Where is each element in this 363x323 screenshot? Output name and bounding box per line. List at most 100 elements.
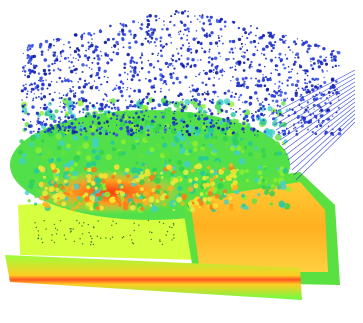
point: [301, 40, 303, 42]
point: [94, 80, 95, 81]
point: [116, 99, 119, 102]
point: [229, 126, 231, 128]
point: [183, 24, 186, 27]
point: [206, 112, 207, 113]
point: [294, 61, 297, 64]
point: [112, 89, 114, 91]
point: [141, 23, 144, 26]
point: [307, 106, 309, 108]
point: [198, 116, 199, 117]
point: [193, 148, 197, 152]
point: [281, 101, 286, 106]
point: [285, 40, 287, 42]
point: [184, 175, 187, 178]
point: [176, 123, 178, 125]
point: [68, 110, 72, 114]
point: [176, 197, 182, 203]
point: [55, 133, 61, 139]
point: [168, 89, 170, 91]
point: [197, 18, 199, 20]
point: [37, 121, 40, 124]
point: [50, 110, 52, 112]
point: [99, 184, 103, 188]
point: [261, 53, 263, 55]
point: [268, 104, 270, 106]
point: [212, 203, 218, 209]
point: [220, 56, 221, 57]
point: [75, 58, 76, 59]
point: [27, 47, 28, 48]
point: [156, 199, 160, 203]
point: [87, 42, 89, 44]
point: [91, 167, 97, 173]
point: [202, 29, 205, 32]
point: [43, 95, 46, 98]
point: [294, 57, 295, 58]
point: [43, 69, 46, 72]
point: [78, 86, 81, 89]
point: [246, 86, 249, 89]
point: [154, 116, 157, 119]
point: [30, 135, 36, 141]
point: [251, 66, 253, 68]
point: [133, 243, 134, 244]
point: [243, 132, 244, 133]
point: [145, 109, 147, 111]
point: [171, 239, 172, 240]
point: [228, 103, 230, 105]
point: [134, 40, 137, 43]
point: [318, 121, 320, 123]
point: [281, 99, 282, 100]
point: [285, 35, 286, 36]
point: [80, 35, 83, 38]
point: [256, 83, 257, 84]
point: [297, 38, 298, 39]
point: [220, 178, 223, 181]
point: [99, 150, 104, 155]
point: [265, 58, 267, 60]
point: [79, 78, 82, 81]
point: [135, 112, 138, 115]
point: [74, 33, 77, 36]
point: [184, 105, 186, 107]
point: [202, 22, 205, 25]
point: [106, 130, 107, 131]
point: [170, 42, 172, 44]
point: [211, 119, 212, 120]
point: [303, 89, 305, 91]
point: [82, 111, 84, 113]
point: [116, 52, 120, 56]
page: (() => { const ns = 'http://www.w3.org/2…: [0, 0, 363, 323]
point: [19, 139, 24, 144]
point: [307, 129, 309, 131]
point: [206, 176, 208, 178]
point: [138, 225, 139, 226]
point: [212, 91, 214, 93]
point: [44, 58, 48, 62]
point: [254, 147, 258, 151]
point: [338, 65, 340, 67]
point: [232, 67, 233, 68]
point: [246, 179, 249, 182]
point: [208, 51, 210, 53]
point: [111, 225, 112, 226]
point: [110, 58, 113, 61]
point: [195, 116, 197, 118]
point: [84, 196, 89, 201]
point: [313, 98, 316, 101]
point: [80, 133, 82, 135]
point: [288, 46, 290, 48]
point: [224, 25, 226, 27]
point: [69, 88, 71, 90]
point: [34, 222, 35, 223]
point: [67, 116, 70, 119]
point: [241, 127, 244, 130]
point: [217, 96, 218, 97]
point: [64, 57, 67, 60]
point: [241, 55, 243, 57]
scan-line: [290, 110, 355, 165]
point: [30, 44, 34, 48]
point: [320, 62, 324, 66]
point: [303, 99, 305, 101]
point: [132, 117, 134, 119]
